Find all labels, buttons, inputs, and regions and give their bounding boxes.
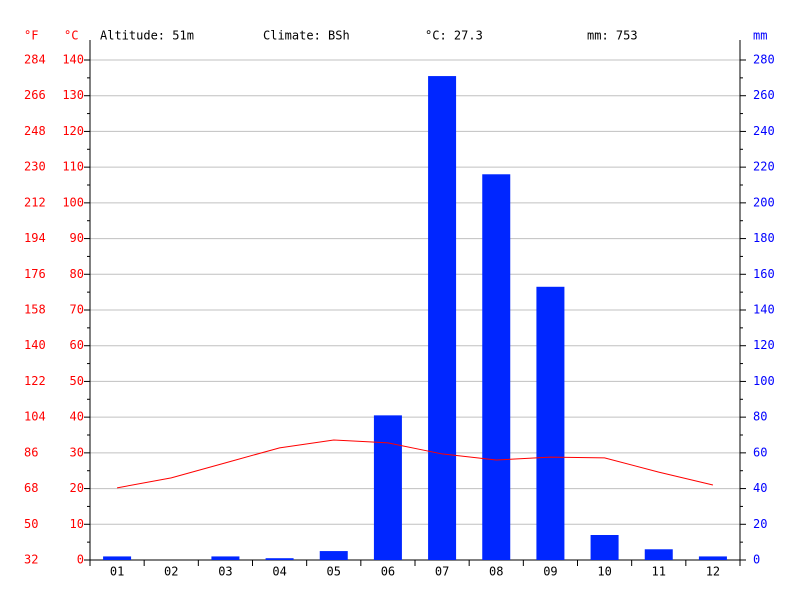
y-tick-label: 30 [70, 445, 84, 459]
y2-tick-label: 240 [753, 124, 775, 138]
y3-tick-label: 284 [24, 53, 46, 67]
mm-label: mm [753, 29, 767, 43]
y2-tick-label: 140 [753, 303, 775, 317]
y3-tick-label: 104 [24, 410, 46, 424]
header-climate: Climate: BSh [263, 29, 350, 43]
y3-tick-label: 194 [24, 231, 46, 245]
y-tick-label: 50 [70, 374, 84, 388]
bar [536, 286, 565, 560]
x-tick-label: 01 [110, 565, 124, 579]
y3-tick-label: 32 [24, 553, 38, 567]
y2-tick-label: 0 [753, 553, 760, 567]
bar [482, 174, 511, 561]
x-tick-label: 04 [272, 565, 286, 579]
y-tick-label: 140 [62, 53, 84, 67]
x-tick-label: 05 [327, 565, 341, 579]
y2-tick-label: 40 [753, 481, 767, 495]
y-tick-label: 110 [62, 160, 84, 174]
bar [265, 558, 294, 560]
fahrenheit-label: °F [24, 29, 38, 43]
y-tick-label: 20 [70, 481, 84, 495]
y2-tick-label: 100 [753, 374, 775, 388]
celsius-label: °C [64, 29, 78, 43]
x-tick-label: 12 [706, 565, 720, 579]
bar [373, 415, 402, 560]
y-tick-label: 120 [62, 124, 84, 138]
temperature-line [116, 439, 714, 489]
x-tick-label: 07 [435, 565, 449, 579]
x-tick-label: 08 [489, 565, 503, 579]
y-tick-label: 80 [70, 267, 84, 281]
y-tick-label: 90 [70, 231, 84, 245]
bar [211, 556, 240, 560]
y-tick-label: 0 [77, 553, 84, 567]
y2-tick-label: 200 [753, 195, 775, 209]
bar [428, 76, 457, 561]
y3-tick-label: 86 [24, 445, 38, 459]
x-tick-label: 10 [597, 565, 611, 579]
y3-tick-label: 266 [24, 88, 46, 102]
y2-tick-label: 120 [753, 338, 775, 352]
y2-tick-label: 80 [753, 410, 767, 424]
header-temp: °C: 27.3 [425, 29, 483, 43]
bar [698, 556, 727, 560]
y3-tick-label: 158 [24, 303, 46, 317]
y2-tick-label: 220 [753, 160, 775, 174]
y3-tick-label: 212 [24, 195, 46, 209]
y2-tick-label: 160 [753, 267, 775, 281]
y-tick-label: 70 [70, 303, 84, 317]
y3-tick-label: 248 [24, 124, 46, 138]
bar [590, 535, 619, 560]
y-tick-label: 60 [70, 338, 84, 352]
y2-tick-label: 260 [753, 88, 775, 102]
x-tick-label: 03 [218, 565, 232, 579]
bar [644, 549, 673, 560]
bar [319, 551, 348, 560]
y2-tick-label: 180 [753, 231, 775, 245]
y-tick-label: 40 [70, 410, 84, 424]
y2-tick-label: 20 [753, 517, 767, 531]
y-tick-label: 130 [62, 88, 84, 102]
header-precip: mm: 753 [587, 29, 638, 43]
y-tick-label: 100 [62, 195, 84, 209]
x-tick-label: 11 [652, 565, 666, 579]
y2-tick-label: 280 [753, 53, 775, 67]
y3-tick-label: 122 [24, 374, 46, 388]
y3-tick-label: 176 [24, 267, 46, 281]
bar [103, 556, 132, 560]
y3-tick-label: 50 [24, 517, 38, 531]
y3-tick-label: 140 [24, 338, 46, 352]
x-tick-label: 09 [543, 565, 557, 579]
x-tick-label: 02 [164, 565, 178, 579]
y3-tick-label: 68 [24, 481, 38, 495]
y-tick-label: 10 [70, 517, 84, 531]
header-altitude: Altitude: 51m [100, 29, 194, 43]
x-tick-label: 06 [381, 565, 395, 579]
y3-tick-label: 230 [24, 160, 46, 174]
y2-tick-label: 60 [753, 445, 767, 459]
